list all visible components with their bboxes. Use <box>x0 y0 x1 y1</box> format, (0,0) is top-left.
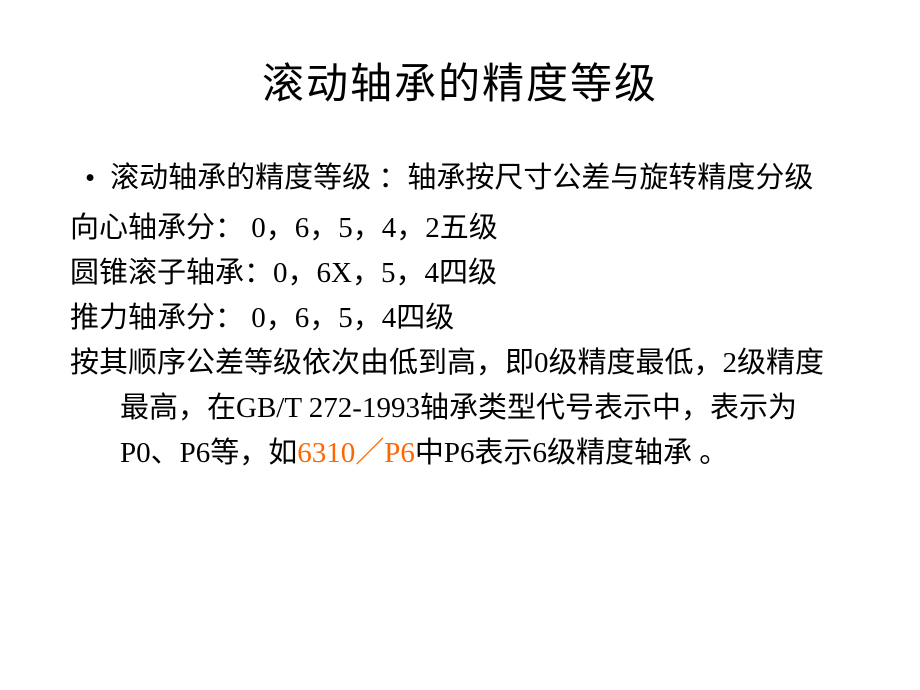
bullet-text: 滚动轴承的精度等级 ：轴承按尺寸公差与旋转精度分级 <box>110 156 850 201</box>
slide-container: 滚动轴承的精度等级 • 滚动轴承的精度等级 ：轴承按尺寸公差与旋转精度分级 向心… <box>0 0 920 690</box>
content-paragraph: 按其顺序公差等级依次由低到高，即0级精度最低，2级精度最高，在GB/T 272-… <box>70 341 850 476</box>
content-line-3: 推力轴承分： 0，6，5，4四级 <box>70 296 850 341</box>
slide-content: • 滚动轴承的精度等级 ：轴承按尺寸公差与旋转精度分级 向心轴承分： 0，6，5… <box>70 156 850 476</box>
slide-title: 滚动轴承的精度等级 <box>70 50 850 111</box>
paragraph-text-after: 中P6表示6级精度轴承 。 <box>415 437 728 469</box>
content-line-2: 圆锥滚子轴承：0，6X，5，4四级 <box>70 251 850 296</box>
content-line-1: 向心轴承分： 0，6，5，4，2五级 <box>70 206 850 251</box>
paragraph-highlight: 6310／P6 <box>297 437 415 469</box>
bullet-point: • 滚动轴承的精度等级 ：轴承按尺寸公差与旋转精度分级 <box>70 156 850 201</box>
bullet-marker: • <box>85 156 95 201</box>
